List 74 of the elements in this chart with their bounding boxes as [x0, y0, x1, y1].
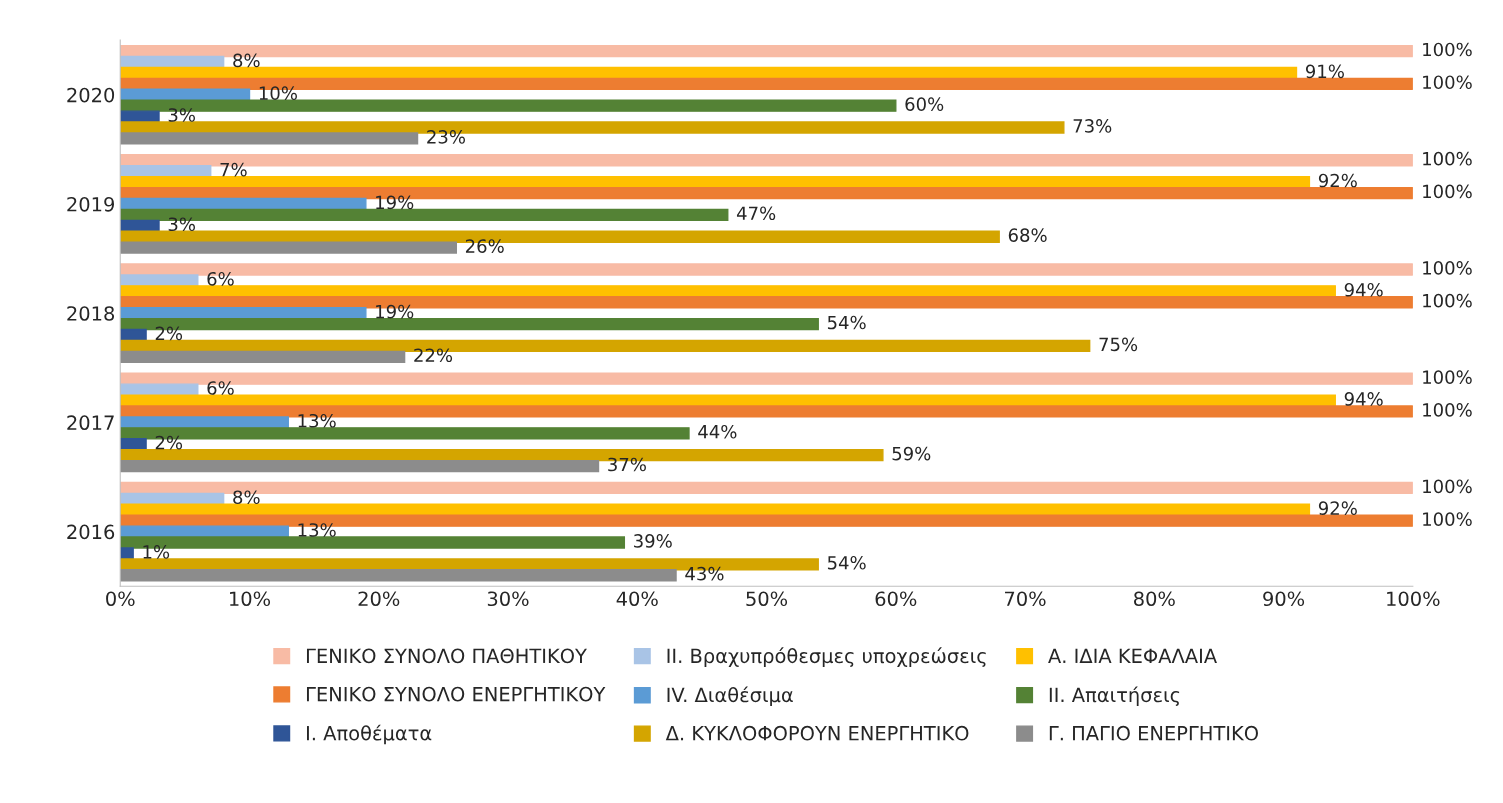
y-tick-label: 2019	[67, 196, 115, 212]
data-label: 59%	[892, 446, 931, 461]
x-tick-label: 40%	[616, 591, 658, 607]
data-label: 3%	[168, 217, 195, 232]
x-tick-label: 100%	[1387, 591, 1440, 607]
data-label: 47%	[736, 206, 776, 221]
data-label: 26%	[465, 239, 504, 253]
bar	[120, 350, 406, 364]
data-label: 8%	[233, 53, 260, 68]
legend-label: ΙΙ. Βραχυπρόθεσμες υποχρεώσεις	[667, 647, 986, 668]
legend-label: Γ. ΠΑΓΙΟ ΕΝΕΡΓΗΤΙΚΟ	[1049, 725, 1258, 741]
x-tick-label: 0%	[106, 591, 135, 607]
bar	[120, 459, 600, 473]
x-tick-label: 50%	[746, 591, 788, 607]
data-label: 6%	[207, 271, 234, 286]
data-label: 91%	[1305, 64, 1344, 79]
data-label: 100%	[1423, 151, 1472, 166]
data-label: 73%	[1073, 119, 1112, 133]
legend-label: ΓΕΝΙΚΟ ΣΥΝΟΛΟ ΕΝΕΡΓΗΤΙΚΟΥ	[306, 686, 606, 702]
data-label: 100%	[1423, 75, 1472, 90]
x-tick-label: 30%	[487, 591, 529, 607]
data-label: 100%	[1423, 184, 1472, 199]
data-label: 92%	[1318, 501, 1357, 515]
data-label: 60%	[905, 97, 944, 111]
x-tick-label: 20%	[358, 591, 400, 607]
data-label: 75%	[1099, 337, 1138, 352]
y-tick-label: 2018	[67, 306, 115, 321]
x-tick-label: 10%	[230, 591, 271, 607]
legend-label: Α. ΙΔΙΑ ΚΕΦΑΛΑΙΑ	[1048, 648, 1217, 663]
data-label: 37%	[608, 457, 646, 472]
data-label: 94%	[1344, 282, 1383, 297]
data-label: 8%	[233, 490, 260, 505]
data-label: 22%	[414, 348, 453, 363]
bar	[120, 132, 419, 145]
data-label: 54%	[827, 555, 866, 570]
x-tick-label: 60%	[875, 591, 917, 607]
data-label: 100%	[1423, 261, 1472, 275]
bar	[120, 241, 458, 254]
data-label: 19%	[376, 195, 414, 210]
data-label: 100%	[1423, 370, 1472, 384]
bar	[120, 569, 677, 582]
data-label: 13%	[298, 523, 336, 537]
data-label: 7%	[220, 162, 247, 177]
data-label: 100%	[1423, 42, 1472, 57]
data-label: 13%	[298, 413, 336, 428]
data-label: 44%	[698, 424, 737, 439]
data-label: 10%	[259, 86, 297, 100]
data-label: 68%	[1008, 228, 1047, 242]
data-label: 54%	[827, 315, 866, 330]
legend-label: Ι. Αποθέματα	[306, 724, 432, 745]
data-label: 94%	[1344, 392, 1383, 406]
x-tick-label: 80%	[1134, 591, 1175, 607]
data-label: 3%	[168, 108, 195, 122]
data-label: 23%	[427, 130, 465, 144]
data-label: 2%	[155, 435, 183, 450]
legend-label: ΙΙ. Απαιτήσεις	[1049, 686, 1180, 707]
data-label: 39%	[634, 534, 672, 548]
data-label: 100%	[1423, 479, 1472, 494]
legend-label: IV. Διαθέσιμα	[667, 686, 793, 707]
data-label: 2%	[155, 326, 183, 341]
data-label: 92%	[1318, 173, 1357, 188]
data-label: 100%	[1423, 403, 1472, 417]
y-tick-label: 2020	[67, 87, 115, 103]
x-tick-label: 90%	[1263, 591, 1305, 607]
x-tick-label: 70%	[1005, 591, 1046, 607]
y-tick-label: 2016	[67, 524, 115, 540]
y-tick-label: 2017	[67, 415, 114, 431]
data-label: 19%	[376, 304, 414, 319]
legend-label: Δ. ΚΥΚΛΟΦΟΡΟΥΝ ΕΝΕΡΓΗΤΙΚΟ	[665, 725, 969, 741]
data-label: 6%	[207, 381, 234, 395]
data-label: 100%	[1423, 512, 1472, 526]
data-label: 100%	[1423, 293, 1472, 308]
data-label: 1%	[143, 545, 170, 559]
legend-label: ΓΕΝΙΚΟ ΣΥΝΟΛΟ ΠΑΘΗΤΙΚΟΥ	[306, 648, 587, 664]
